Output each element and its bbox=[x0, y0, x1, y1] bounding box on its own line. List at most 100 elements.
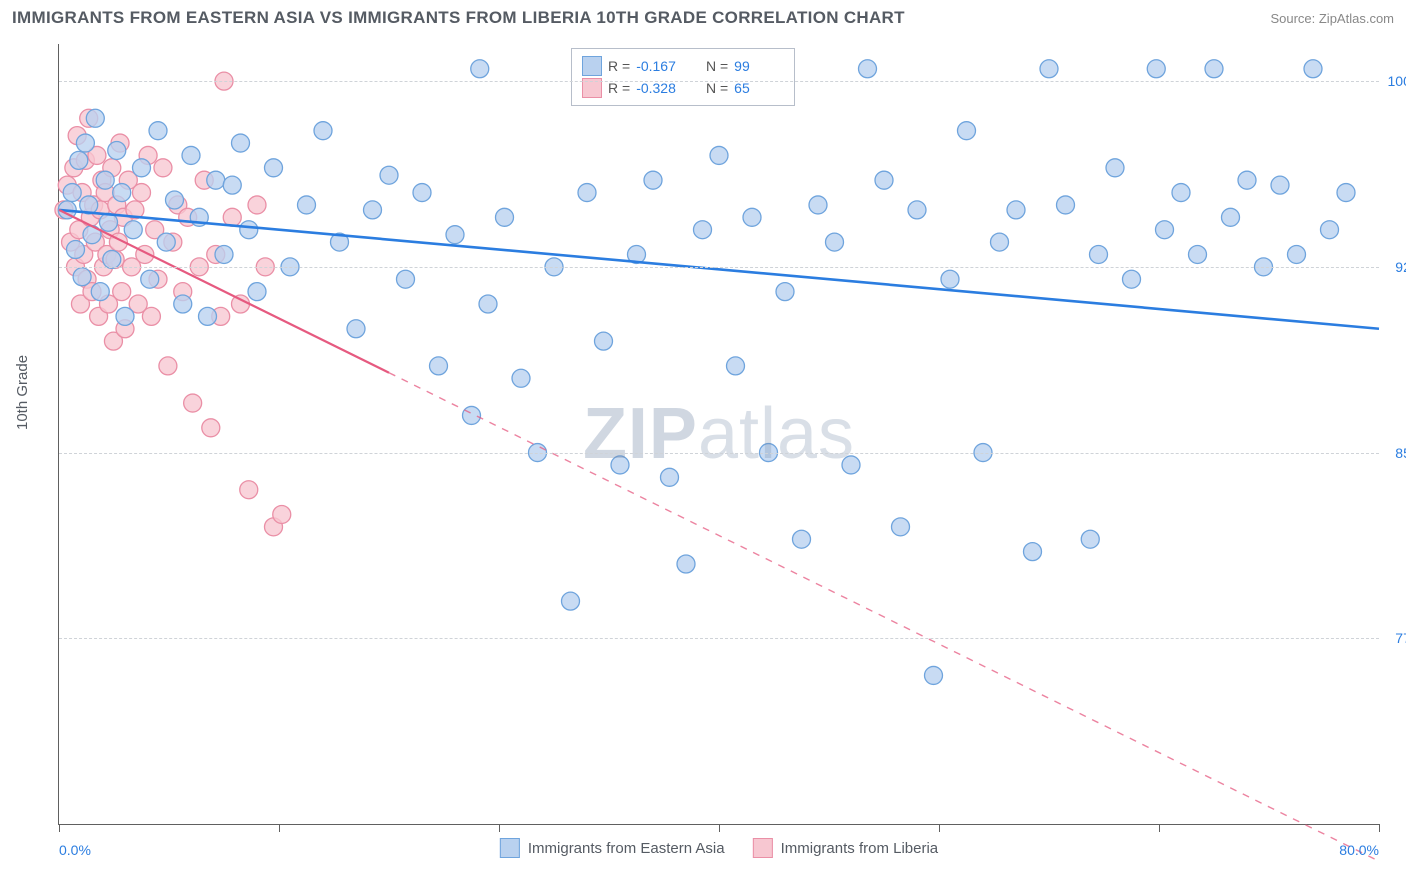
x-min-label: 0.0% bbox=[59, 842, 91, 858]
scatter-point bbox=[1172, 184, 1190, 202]
scatter-point bbox=[1090, 245, 1108, 263]
scatter-point bbox=[471, 60, 489, 78]
scatter-point bbox=[149, 122, 167, 140]
scatter-point bbox=[1238, 171, 1256, 189]
scatter-point bbox=[710, 146, 728, 164]
scatter-point bbox=[1304, 60, 1322, 78]
scatter-point bbox=[154, 159, 172, 177]
scatter-point bbox=[273, 505, 291, 523]
scatter-point bbox=[142, 307, 160, 325]
scatter-point bbox=[166, 191, 184, 209]
x-tick bbox=[59, 824, 60, 832]
chart-title: IMMIGRANTS FROM EASTERN ASIA VS IMMIGRAN… bbox=[12, 8, 905, 28]
scatter-point bbox=[1271, 176, 1289, 194]
scatter-point bbox=[1081, 530, 1099, 548]
scatter-point bbox=[941, 270, 959, 288]
scatter-point bbox=[124, 221, 142, 239]
y-tick-label: 100.0% bbox=[1388, 73, 1406, 89]
n-value: 99 bbox=[734, 58, 784, 74]
scatter-point bbox=[207, 171, 225, 189]
scatter-point bbox=[113, 184, 131, 202]
legend-swatch bbox=[500, 838, 520, 858]
x-tick bbox=[719, 824, 720, 832]
scatter-point bbox=[133, 184, 151, 202]
scatter-point bbox=[232, 134, 250, 152]
source-label: Source: ZipAtlas.com bbox=[1270, 11, 1394, 26]
chart-svg bbox=[59, 44, 1379, 824]
scatter-point bbox=[1024, 543, 1042, 561]
scatter-point bbox=[479, 295, 497, 313]
scatter-point bbox=[826, 233, 844, 251]
trend-line-extrapolated bbox=[389, 373, 1379, 861]
scatter-point bbox=[1205, 60, 1223, 78]
scatter-point bbox=[463, 406, 481, 424]
scatter-point bbox=[63, 184, 81, 202]
scatter-point bbox=[496, 208, 514, 226]
scatter-point bbox=[727, 357, 745, 375]
scatter-point bbox=[96, 171, 114, 189]
scatter-point bbox=[70, 151, 88, 169]
scatter-point bbox=[562, 592, 580, 610]
scatter-point bbox=[578, 184, 596, 202]
scatter-point bbox=[1337, 184, 1355, 202]
scatter-point bbox=[174, 295, 192, 313]
scatter-point bbox=[776, 283, 794, 301]
scatter-point bbox=[248, 196, 266, 214]
scatter-point bbox=[743, 208, 761, 226]
scatter-point bbox=[1147, 60, 1165, 78]
scatter-point bbox=[240, 221, 258, 239]
scatter-point bbox=[661, 468, 679, 486]
y-tick-label: 77.5% bbox=[1395, 630, 1406, 646]
series-legend: Immigrants from Eastern Asia Immigrants f… bbox=[500, 838, 938, 858]
scatter-point bbox=[859, 60, 877, 78]
scatter-point bbox=[958, 122, 976, 140]
scatter-point bbox=[1288, 245, 1306, 263]
x-tick bbox=[499, 824, 500, 832]
scatter-point bbox=[430, 357, 448, 375]
scatter-point bbox=[223, 176, 241, 194]
legend-swatch bbox=[753, 838, 773, 858]
scatter-point bbox=[133, 159, 151, 177]
correlation-legend: R =-0.167 N =99R =-0.328 N =65 bbox=[571, 48, 795, 106]
scatter-point bbox=[76, 134, 94, 152]
legend-item: Immigrants from Eastern Asia bbox=[500, 838, 725, 858]
scatter-point bbox=[512, 369, 530, 387]
scatter-point bbox=[108, 141, 126, 159]
scatter-point bbox=[925, 666, 943, 684]
x-tick bbox=[1159, 824, 1160, 832]
r-key: R = bbox=[608, 80, 630, 96]
scatter-point bbox=[1123, 270, 1141, 288]
scatter-point bbox=[644, 171, 662, 189]
scatter-point bbox=[413, 184, 431, 202]
scatter-point bbox=[1057, 196, 1075, 214]
scatter-point bbox=[215, 245, 233, 263]
scatter-point bbox=[1007, 201, 1025, 219]
legend-swatch bbox=[582, 56, 602, 76]
scatter-point bbox=[141, 270, 159, 288]
y-tick-label: 85.0% bbox=[1395, 445, 1406, 461]
legend-row: R =-0.167 N =99 bbox=[582, 55, 784, 77]
scatter-point bbox=[199, 307, 217, 325]
x-tick bbox=[279, 824, 280, 832]
scatter-point bbox=[347, 320, 365, 338]
scatter-point bbox=[611, 456, 629, 474]
scatter-point bbox=[265, 159, 283, 177]
y-tick-label: 92.5% bbox=[1395, 259, 1406, 275]
scatter-point bbox=[298, 196, 316, 214]
scatter-point bbox=[202, 419, 220, 437]
scatter-point bbox=[694, 221, 712, 239]
scatter-point bbox=[67, 241, 85, 259]
r-value: -0.167 bbox=[636, 58, 686, 74]
scatter-point bbox=[103, 250, 121, 268]
scatter-point bbox=[397, 270, 415, 288]
legend-item: Immigrants from Liberia bbox=[753, 838, 939, 858]
scatter-point bbox=[91, 283, 109, 301]
gridline bbox=[59, 638, 1379, 639]
scatter-point bbox=[380, 166, 398, 184]
scatter-point bbox=[1222, 208, 1240, 226]
scatter-point bbox=[793, 530, 811, 548]
r-key: R = bbox=[608, 58, 630, 74]
scatter-point bbox=[248, 283, 266, 301]
x-tick bbox=[939, 824, 940, 832]
legend-label: Immigrants from Eastern Asia bbox=[528, 840, 725, 857]
